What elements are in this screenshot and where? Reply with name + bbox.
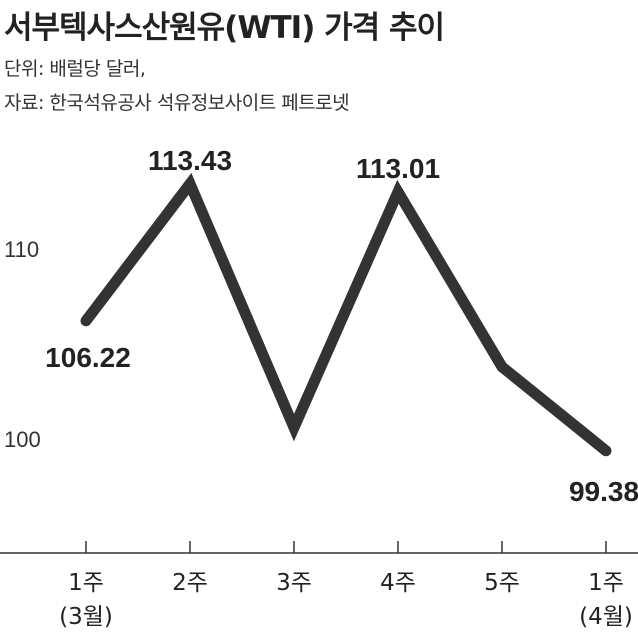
x-tick-label: 4주: [380, 570, 416, 596]
x-tick-label: (3월): [59, 604, 113, 630]
wti-price-line: [80, 172, 612, 457]
y-tick-label: 100: [4, 427, 41, 452]
x-tick-label: 5주: [484, 570, 520, 596]
data-labels: 106.22 113.43 113.01 99.38: [45, 145, 638, 507]
x-tick-label: 3주: [276, 570, 312, 596]
chart-title: 서부텍사스산원유(WTI) 가격 추이: [4, 10, 445, 46]
x-tick-label: 2주: [172, 570, 208, 596]
x-tick-label: 1주: [588, 570, 624, 596]
source-note: 자료: 한국석유공사 석유정보사이트 페트로넷: [4, 92, 350, 114]
data-label: 106.22: [45, 342, 131, 373]
x-tick-label: 1주: [68, 570, 104, 596]
data-label: 99.38: [569, 476, 638, 507]
y-axis-ticks: 100 110: [4, 237, 41, 452]
data-label: 113.43: [148, 145, 232, 176]
unit-note: 단위: 배럴당 달러,: [4, 58, 146, 80]
data-label: 113.01: [356, 153, 440, 184]
y-tick-label: 110: [4, 237, 39, 262]
x-tick-label: (4월): [579, 604, 633, 630]
x-axis-ticks: 1주 (3월) 2주 3주 4주 5주 1주 (4월): [59, 541, 633, 630]
